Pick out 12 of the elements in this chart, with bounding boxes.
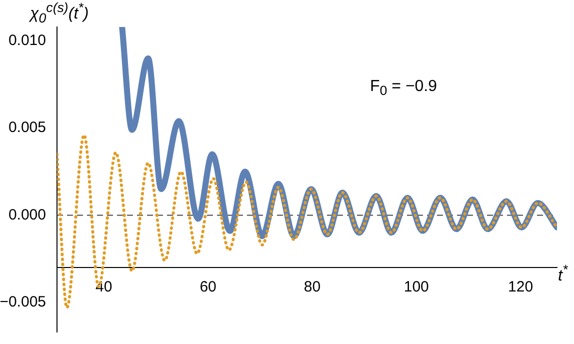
y-axis-title: χ$_{0}$$^{c(s)}$(t$^{*}$) (30, 0, 89, 26)
x-tick-label: 100 (404, 278, 429, 296)
x-tick-label: 60 (200, 278, 216, 296)
y-tick-label: 0.010 (8, 32, 46, 50)
line-series (57, 134, 557, 310)
x-axis-title: t$^{*}$ (558, 262, 568, 286)
y-tick-label: 0.005 (8, 119, 46, 136)
x-tick-label: 80 (304, 278, 321, 296)
y-tick-label: 0.000 (8, 206, 46, 224)
x-tick-label: 120 (508, 278, 534, 296)
annotation: F$_{0}$ = −0.9 (370, 78, 438, 98)
y-tick-label: −0.005 (0, 294, 46, 311)
